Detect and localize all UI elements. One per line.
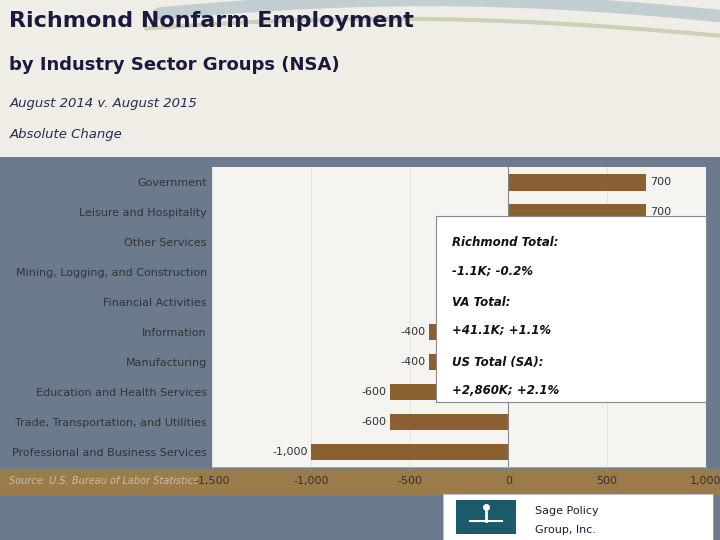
- Text: 700: 700: [650, 177, 671, 187]
- Text: Source: U.S. Bureau of Labor Statistics: Source: U.S. Bureau of Labor Statistics: [9, 476, 199, 486]
- Bar: [429, 324, 508, 341]
- Bar: [390, 384, 508, 401]
- Text: Richmond Nonfarm Employment: Richmond Nonfarm Employment: [9, 11, 414, 31]
- Text: -1,000: -1,000: [272, 447, 307, 457]
- Text: Sage Policy: Sage Policy: [534, 505, 598, 516]
- Text: -1.1K; -0.2%: -1.1K; -0.2%: [452, 265, 533, 278]
- Bar: [390, 414, 508, 430]
- Text: 500: 500: [611, 237, 631, 247]
- Text: 700: 700: [650, 207, 671, 218]
- Text: -600: -600: [361, 387, 387, 397]
- Bar: [429, 354, 508, 370]
- Text: August 2014 v. August 2015: August 2014 v. August 2015: [9, 97, 197, 110]
- Text: Group, Inc.: Group, Inc.: [534, 525, 595, 535]
- Text: +41.1K; +1.1%: +41.1K; +1.1%: [452, 324, 551, 337]
- Text: -100: -100: [460, 297, 485, 307]
- Text: US Total (SA):: US Total (SA):: [452, 356, 544, 369]
- Bar: [508, 234, 607, 251]
- Text: -400: -400: [401, 327, 426, 338]
- Bar: [508, 174, 647, 191]
- Text: VA Total:: VA Total:: [452, 296, 510, 309]
- Text: Richmond Total:: Richmond Total:: [452, 237, 558, 249]
- Bar: [508, 264, 528, 281]
- Text: Absolute Change: Absolute Change: [9, 129, 122, 141]
- FancyBboxPatch shape: [456, 500, 516, 535]
- Text: 100: 100: [531, 267, 552, 278]
- Text: by Industry Sector Groups (NSA): by Industry Sector Groups (NSA): [9, 56, 340, 75]
- Text: -400: -400: [401, 357, 426, 367]
- Bar: [311, 444, 508, 461]
- Bar: [489, 294, 508, 310]
- Bar: [508, 204, 647, 221]
- Text: +2,860K; +2.1%: +2,860K; +2.1%: [452, 383, 559, 397]
- Text: -600: -600: [361, 417, 387, 427]
